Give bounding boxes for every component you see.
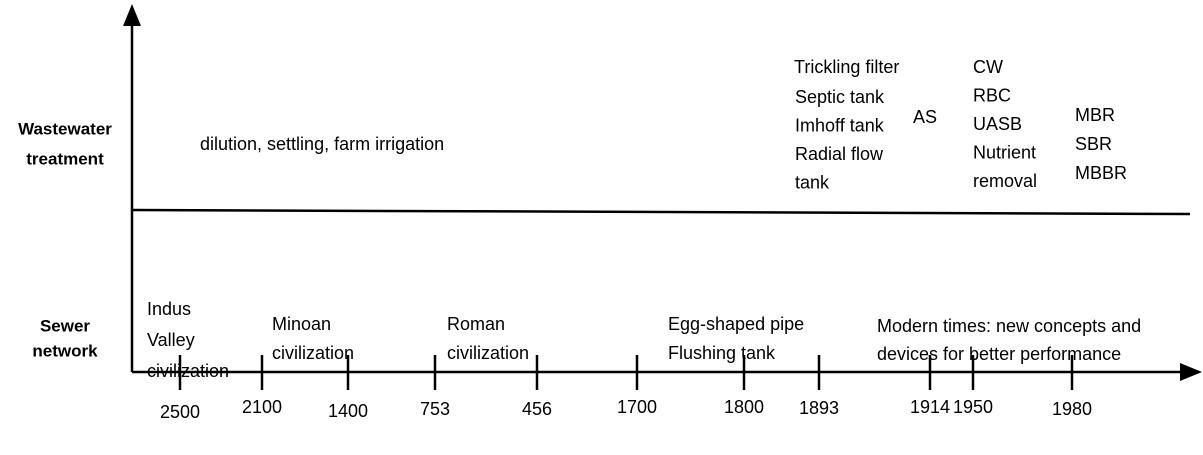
treatment-item: Nutrient [973,142,1036,162]
sewer-item: civilization [447,343,529,363]
tick-label: 1914 [910,397,950,417]
sewer-item: devices for better performance [877,344,1121,364]
sewer-item: Indus [147,299,191,319]
sewer-item: civilization [272,343,354,363]
tick-label: 2500 [160,402,200,422]
sewer-item: Egg-shaped pipe [668,314,804,334]
sewer-item: Modern times: new concepts and [877,316,1141,336]
treatment-item: Radial flow [795,144,884,164]
axis-arrow [1180,363,1202,381]
treatment-item: CW [973,57,1003,77]
tick-label: 1400 [328,401,368,421]
treatment-item: Trickling filter [794,57,899,77]
row-label: network [32,341,98,360]
treatment-item: AS [913,107,937,127]
row-label: Wastewater [18,119,112,138]
divider-line [131,208,1191,216]
sewer-item: Minoan [272,314,331,334]
axis-arrow [123,4,141,26]
tick-label: 1800 [724,397,764,417]
tick-label: 2100 [242,397,282,417]
treatment-item: dilution, settling, farm irrigation [200,134,444,154]
treatment-item: RBC [973,85,1011,105]
treatment-item: removal [973,171,1037,191]
treatment-item: MBR [1075,105,1115,125]
treatment-item: UASB [973,114,1022,134]
treatment-item: Septic tank [795,87,885,107]
treatment-item: Imhoff tank [795,115,885,135]
tick-label: 456 [522,399,552,419]
sewer-item: Flushing tank [668,343,776,363]
tick-label: 1980 [1052,399,1092,419]
row-label: Sewer [40,316,90,335]
row-label: treatment [26,149,104,168]
treatment-item: SBR [1075,134,1112,154]
tick-label: 1700 [617,397,657,417]
treatment-item: tank [795,172,830,192]
sewer-item: Valley [147,330,195,350]
tick-label: 753 [420,399,450,419]
tick-label: 1893 [799,398,839,418]
sewer-item: civilization [147,361,229,381]
treatment-item: MBBR [1075,163,1127,183]
tick-label: 1950 [953,397,993,417]
sewer-item: Roman [447,314,505,334]
